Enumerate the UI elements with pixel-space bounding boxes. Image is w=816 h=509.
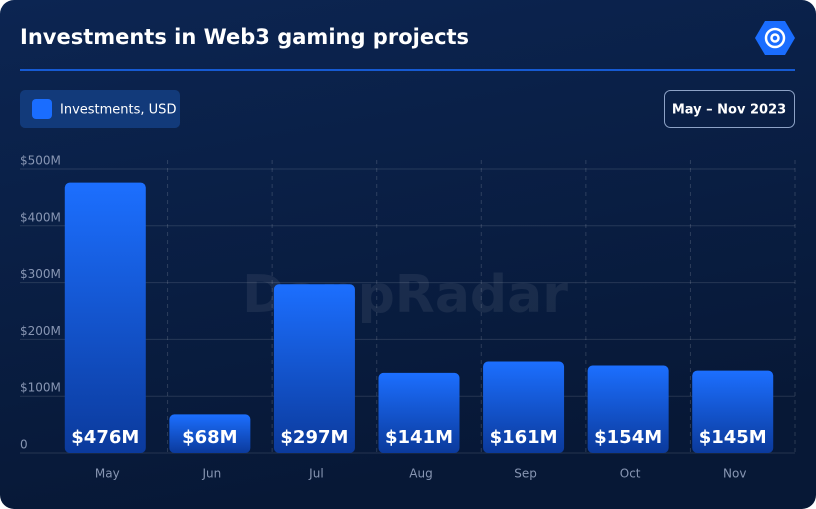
x-tick-label: Aug (409, 467, 432, 481)
bar (587, 365, 669, 453)
value-label: $145M (699, 427, 767, 448)
value-label: $476M (71, 427, 139, 448)
bar (692, 370, 774, 453)
chart-title: Investments in Web3 gaming projects (20, 25, 469, 49)
x-tick-label: Sep (514, 467, 537, 481)
bar (378, 372, 460, 453)
y-tick-label: $500M (20, 154, 61, 168)
legend-swatch (32, 99, 52, 119)
bar (169, 414, 251, 453)
legend-label: Investments, USD (60, 103, 176, 118)
y-tick-label: $300M (20, 267, 61, 281)
date-range: May – Nov 2023 (672, 103, 786, 118)
y-tick-label: $400M (20, 210, 61, 224)
x-tick-label: Jul (308, 467, 323, 481)
y-tick-label: $200M (20, 324, 61, 338)
legend (20, 90, 180, 128)
value-label: $154M (594, 427, 662, 448)
x-tick-label: Jun (201, 467, 221, 481)
value-label: $297M (280, 427, 348, 448)
x-tick-label: May (95, 467, 120, 481)
x-tick-label: Oct (620, 467, 641, 481)
bar (273, 284, 355, 453)
date-range-box (664, 90, 795, 128)
value-label: $161M (490, 427, 558, 448)
y-tick-label: $100M (20, 381, 61, 395)
bar (64, 182, 146, 453)
y-tick-label: 0 (20, 438, 28, 452)
value-label: $141M (385, 427, 453, 448)
value-label: $68M (182, 427, 238, 448)
x-tick-label: Nov (723, 467, 746, 481)
bar (483, 361, 565, 453)
logo (755, 21, 795, 55)
